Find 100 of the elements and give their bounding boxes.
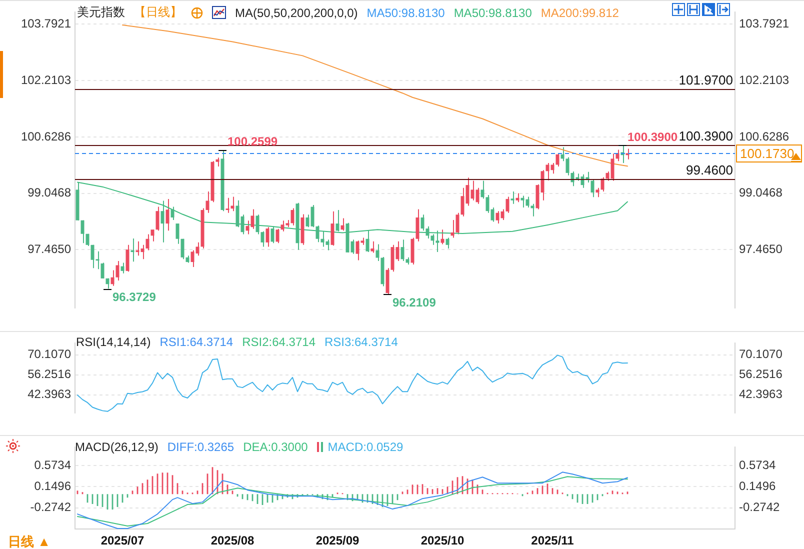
candlestick bbox=[530, 203, 534, 217]
candlestick bbox=[266, 226, 270, 248]
y-tick-label: 56.2516 bbox=[28, 367, 72, 382]
candlestick bbox=[176, 223, 180, 244]
candlestick bbox=[270, 226, 274, 244]
x-tick-label: 2025/08 bbox=[210, 534, 255, 548]
candlestick bbox=[166, 198, 170, 232]
text: DEA:0.3000 bbox=[243, 440, 308, 454]
x-tick-label: 2025/09 bbox=[316, 534, 360, 548]
candlestick bbox=[110, 270, 114, 286]
y-tick-label: 100.6286 bbox=[20, 129, 72, 144]
candlestick bbox=[510, 190, 514, 204]
candlestick bbox=[230, 196, 234, 212]
x-tick-label: 2025/07 bbox=[100, 534, 145, 548]
y-tick-label: 97.4650 bbox=[28, 242, 72, 256]
candlestick bbox=[160, 200, 164, 243]
y2-tick-label: 100.6286 bbox=[739, 129, 790, 144]
annotation: MA(50,50,200,200,0,0) bbox=[235, 6, 358, 20]
candlestick bbox=[206, 190, 210, 214]
annotation: 【日线】 bbox=[134, 4, 182, 21]
y-tick-label: -0.2742 bbox=[30, 500, 72, 514]
candlestick bbox=[100, 262, 104, 279]
y-tick-label: 102.2103 bbox=[20, 72, 72, 87]
y2-tick-label: 97.4650 bbox=[739, 242, 783, 256]
y2-tick-label: 99.0468 bbox=[739, 186, 783, 200]
candlestick bbox=[400, 239, 404, 262]
candlestick bbox=[436, 230, 440, 253]
ref-line-label: 100.3900 bbox=[678, 128, 733, 144]
text: MA50:98.8130 bbox=[454, 6, 532, 20]
y2-tick-label: 70.1070 bbox=[739, 347, 783, 362]
candlestick bbox=[370, 240, 374, 254]
candlestick bbox=[446, 237, 450, 249]
text: DIFF:0.3265 bbox=[167, 440, 234, 454]
candlestick bbox=[180, 238, 184, 260]
x-tick-label: 2025/11 bbox=[531, 534, 574, 548]
candlestick bbox=[560, 146, 564, 162]
candlestick bbox=[336, 209, 340, 232]
x-axis-title: 日线 ▲ bbox=[8, 533, 50, 549]
candlestick bbox=[290, 208, 294, 226]
annotation: 100.3900 bbox=[628, 130, 678, 144]
y2-tick-label: 42.3963 bbox=[739, 387, 783, 402]
y2-tick-label: 0.5734 bbox=[739, 458, 776, 472]
ref-line-label: 101.9700 bbox=[678, 72, 733, 88]
candlestick bbox=[480, 180, 484, 200]
candlestick bbox=[226, 197, 230, 214]
y2-tick-label: -0.2742 bbox=[739, 500, 780, 514]
y-tick-label: 103.7921 bbox=[20, 16, 72, 31]
annotation: RSI1:64.3714 bbox=[160, 335, 234, 349]
y2-tick-label: 0.1496 bbox=[739, 478, 776, 493]
candlestick bbox=[156, 206, 160, 232]
candlestick bbox=[276, 228, 280, 244]
candlestick bbox=[126, 244, 130, 272]
annotation: MA50:98.8130 bbox=[366, 6, 445, 20]
candlestick bbox=[590, 178, 594, 198]
annotation: MACD(26,12,9) bbox=[75, 440, 158, 454]
candlestick bbox=[596, 187, 600, 198]
candlestick bbox=[556, 153, 560, 168]
candlestick bbox=[416, 208, 420, 242]
candlestick bbox=[330, 210, 334, 246]
text: MA200:99.812 bbox=[540, 6, 619, 20]
ref-line-label: 100.1730 bbox=[740, 146, 794, 162]
candlestick bbox=[256, 214, 260, 235]
y-tick-label: 42.3963 bbox=[28, 387, 72, 402]
x-tick-label: 2025/10 bbox=[420, 534, 465, 548]
y2-tick-label: 56.2516 bbox=[739, 367, 783, 382]
candlestick bbox=[120, 262, 124, 274]
y-tick-label: 0.5734 bbox=[34, 458, 72, 472]
candlestick bbox=[430, 234, 434, 246]
annotation: RSI(14,14,14) bbox=[76, 335, 151, 349]
candlestick bbox=[86, 233, 90, 246]
candlestick bbox=[170, 206, 174, 220]
legend-label: MACD:0.0529 bbox=[328, 440, 404, 454]
candlestick bbox=[600, 176, 604, 192]
candlestick bbox=[386, 268, 390, 295]
y-tick-label: 0.1496 bbox=[34, 478, 72, 493]
y2-tick-label: 103.7921 bbox=[739, 16, 790, 31]
candlestick bbox=[316, 225, 320, 243]
candlestick bbox=[150, 229, 154, 242]
y-tick-label: 99.0468 bbox=[28, 186, 72, 200]
y2-tick-label: 102.2103 bbox=[739, 72, 790, 87]
candlestick bbox=[506, 196, 510, 214]
candlestick bbox=[116, 260, 120, 282]
candlestick bbox=[366, 229, 370, 253]
annotation: 100.2599 bbox=[228, 134, 278, 148]
annotation: 美元指数 bbox=[77, 4, 125, 21]
annotation: 96.3729 bbox=[112, 290, 156, 304]
candlestick bbox=[340, 218, 344, 232]
candlestick bbox=[450, 219, 454, 238]
text: RSI3:64.3714 bbox=[324, 335, 398, 349]
candlestick bbox=[376, 244, 380, 262]
candlestick bbox=[426, 226, 430, 240]
annotation: 96.2109 bbox=[392, 296, 436, 310]
candlestick bbox=[80, 220, 84, 244]
annotation: RSI2:64.3714 bbox=[242, 335, 316, 349]
candlestick bbox=[420, 214, 424, 232]
candlestick bbox=[440, 229, 444, 245]
candlestick bbox=[566, 156, 570, 176]
candlestick bbox=[410, 237, 414, 266]
candlestick bbox=[260, 230, 264, 248]
y-tick-label: 70.1070 bbox=[28, 347, 72, 362]
